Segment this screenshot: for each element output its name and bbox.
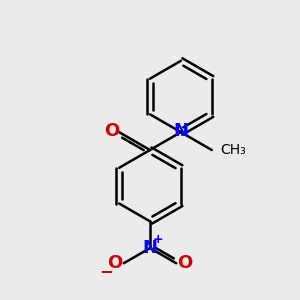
Text: N: N bbox=[173, 122, 188, 140]
Text: +: + bbox=[153, 233, 164, 246]
Text: O: O bbox=[178, 254, 193, 272]
Text: O: O bbox=[104, 122, 119, 140]
Text: N: N bbox=[142, 239, 158, 257]
Text: O: O bbox=[107, 254, 122, 272]
Text: CH₃: CH₃ bbox=[221, 143, 246, 157]
Text: −: − bbox=[99, 262, 113, 280]
